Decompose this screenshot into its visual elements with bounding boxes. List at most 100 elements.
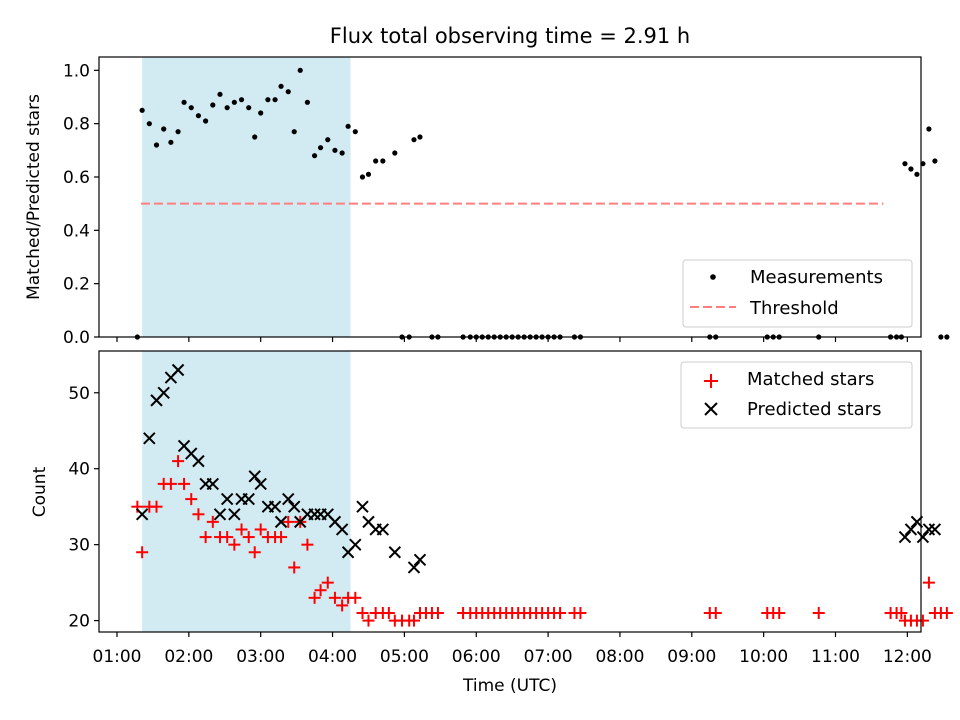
x-tick-label: 08:00 xyxy=(595,647,644,667)
y-tick-label-top: 0.6 xyxy=(63,168,90,188)
matched-point xyxy=(254,523,267,536)
measurement-point xyxy=(345,123,351,129)
y-tick-label-bottom: 30 xyxy=(68,536,90,556)
measurement-point xyxy=(161,126,167,132)
measurement-point xyxy=(938,334,944,340)
matched-point xyxy=(172,455,185,468)
y-tick-label-bottom: 40 xyxy=(68,460,90,480)
matched-point xyxy=(321,576,334,589)
measurement-point xyxy=(175,129,181,135)
legend-threshold-label: Threshold xyxy=(749,298,839,319)
matched-point xyxy=(709,607,722,620)
predicted-point xyxy=(916,530,930,544)
axes-frame-bottom xyxy=(98,350,922,633)
matched-point xyxy=(206,515,219,528)
predicted-point xyxy=(268,500,282,513)
measurement-point xyxy=(210,102,216,108)
panel-ratio: Flux total observing time = 2.91 h 0.00.… xyxy=(24,24,950,348)
matched-point xyxy=(773,607,786,620)
measurement-point xyxy=(417,134,423,140)
measurement-point xyxy=(317,145,324,151)
predicted-point xyxy=(242,492,255,506)
measurement-point xyxy=(908,166,914,172)
measurement-point xyxy=(272,97,278,103)
measurement-point xyxy=(231,99,237,105)
predicted-point xyxy=(376,523,390,536)
predicted-point xyxy=(335,523,349,536)
predicted-point xyxy=(274,515,288,529)
legend-measurements-label: Measurements xyxy=(750,267,883,288)
legend-bottom: Matched stars Predicted stars xyxy=(680,361,913,429)
count-points xyxy=(131,363,953,627)
matched-point xyxy=(150,500,163,513)
predicted-point xyxy=(157,386,170,399)
measurement-point xyxy=(352,129,358,135)
matched-point xyxy=(328,591,341,604)
legend-top: Measurements Threshold xyxy=(682,259,913,328)
measurement-point xyxy=(252,134,258,140)
measurement-point xyxy=(392,150,398,156)
x-tick-label: 09:00 xyxy=(667,647,716,667)
predicted-point xyxy=(407,561,421,574)
x-axis-ticks-bottom: 01:00 02:00 03:00 04:00 05:00 06:00 07:00 08:00… xyxy=(93,632,932,667)
matched-point xyxy=(288,561,301,574)
legend-measurements-marker xyxy=(710,274,716,280)
legend-predicted-label: Predicted stars xyxy=(747,399,881,420)
matched-point xyxy=(192,508,205,521)
measurement-point xyxy=(902,161,908,167)
measurement-point xyxy=(291,129,297,135)
matched-point xyxy=(221,531,234,544)
measurement-point xyxy=(411,137,417,143)
legend-box-bottom xyxy=(680,361,913,429)
measurement-point xyxy=(224,105,230,111)
matched-point xyxy=(301,538,314,551)
predicted-point xyxy=(206,477,220,491)
measurement-point xyxy=(332,147,338,153)
measurement-point xyxy=(920,161,926,167)
x-tick-label: 02:00 xyxy=(164,647,213,667)
observing-span-bottom xyxy=(142,351,351,632)
matched-point xyxy=(336,599,349,612)
x-tick-label: 03:00 xyxy=(236,647,285,667)
matched-point xyxy=(235,523,248,536)
y-tick-label-top: 1.0 xyxy=(63,61,90,81)
x-tick-label: 07:00 xyxy=(524,647,573,667)
predicted-point xyxy=(228,508,241,521)
predicted-point xyxy=(135,508,149,521)
measurement-point xyxy=(297,67,303,73)
predicted-point xyxy=(898,530,912,544)
predicted-point xyxy=(413,553,427,567)
matched-point xyxy=(164,477,177,490)
measurement-point xyxy=(304,99,311,105)
legend-box-top xyxy=(682,259,913,328)
measurement-point xyxy=(217,91,223,97)
measurement-point xyxy=(168,139,174,145)
measurement-point xyxy=(258,110,264,116)
measurement-point xyxy=(373,158,379,164)
y-axis-label-top: Matched/Predicted stars xyxy=(24,94,44,300)
y-tick-label-bottom: 20 xyxy=(68,612,90,632)
predicted-point xyxy=(143,432,156,445)
measurement-point xyxy=(181,99,187,105)
matched-point xyxy=(812,607,825,620)
chart-title: Flux total observing time = 2.91 h xyxy=(330,24,690,48)
legend-matched-marker xyxy=(704,374,718,388)
measurement-point xyxy=(926,126,932,132)
x-tick-label: 06:00 xyxy=(452,647,501,667)
measurement-point xyxy=(365,171,372,177)
matched-point xyxy=(431,607,444,620)
matched-point xyxy=(916,614,929,627)
y-tick-label-top: 0.8 xyxy=(63,115,90,135)
predicted-point xyxy=(288,500,301,513)
predicted-point xyxy=(928,523,942,536)
predicted-point xyxy=(356,500,369,513)
measurement-point xyxy=(285,89,291,95)
legend-predicted-marker xyxy=(704,402,718,416)
y-tick-label-top: 0.2 xyxy=(63,275,90,295)
matched-point xyxy=(407,614,420,627)
measurement-point xyxy=(146,121,152,127)
predicted-point xyxy=(904,523,918,536)
measurement-point xyxy=(932,158,938,164)
